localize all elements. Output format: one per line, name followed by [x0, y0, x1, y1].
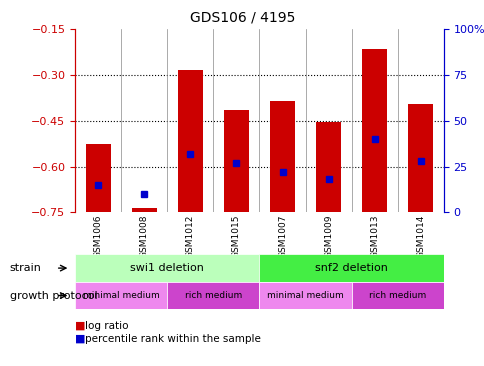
Text: growth protocol: growth protocol — [10, 291, 97, 300]
Text: minimal medium: minimal medium — [267, 291, 343, 300]
Text: ■: ■ — [75, 333, 86, 344]
Text: GDS106 / 4195: GDS106 / 4195 — [189, 11, 295, 25]
Text: log ratio: log ratio — [85, 321, 128, 331]
Text: rich medium: rich medium — [184, 291, 242, 300]
Text: snf2 deletion: snf2 deletion — [315, 263, 387, 273]
Bar — [351, 282, 443, 309]
Text: swi1 deletion: swi1 deletion — [130, 263, 204, 273]
Bar — [177, 70, 203, 212]
Text: strain: strain — [10, 263, 42, 273]
Bar — [407, 104, 433, 212]
Text: GSM1007: GSM1007 — [277, 214, 287, 258]
Bar — [269, 101, 295, 212]
Text: GSM1014: GSM1014 — [415, 214, 424, 258]
Bar — [131, 208, 157, 212]
Text: minimal medium: minimal medium — [83, 291, 159, 300]
Text: ■: ■ — [75, 321, 86, 331]
Bar — [259, 282, 351, 309]
Text: percentile rank within the sample: percentile rank within the sample — [85, 333, 260, 344]
Bar — [315, 122, 341, 212]
Bar — [167, 282, 259, 309]
Text: GSM1015: GSM1015 — [231, 214, 241, 258]
Bar — [75, 254, 259, 282]
Bar — [223, 110, 249, 212]
Bar — [361, 49, 387, 212]
Text: GSM1006: GSM1006 — [93, 214, 103, 258]
Bar — [85, 143, 111, 212]
Text: GSM1008: GSM1008 — [139, 214, 149, 258]
Text: GSM1012: GSM1012 — [185, 214, 195, 258]
Bar — [259, 254, 443, 282]
Text: GSM1009: GSM1009 — [323, 214, 333, 258]
Text: rich medium: rich medium — [368, 291, 425, 300]
Bar — [75, 282, 167, 309]
Text: GSM1013: GSM1013 — [369, 214, 378, 258]
